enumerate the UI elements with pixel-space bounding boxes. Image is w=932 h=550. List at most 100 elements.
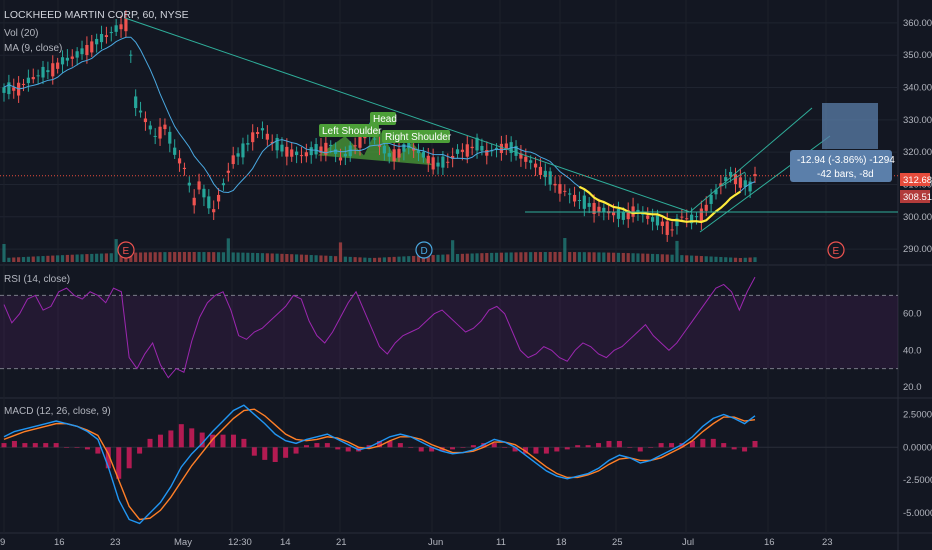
candle-body [104, 35, 109, 37]
volume-bar [582, 252, 586, 262]
candle-body [158, 126, 162, 139]
volume-bar [402, 256, 406, 262]
time-tick-label: May [174, 537, 192, 548]
volume-bar [382, 257, 386, 262]
volume-bar [519, 252, 523, 262]
macd-histogram-bar [418, 447, 424, 452]
volume-bar [533, 252, 538, 262]
candle-body [519, 153, 523, 159]
volume-bar [324, 255, 328, 262]
candle-body [353, 145, 357, 147]
volume-bar [748, 257, 752, 262]
candle-body [650, 217, 655, 222]
volume-bar [514, 252, 518, 262]
volume-bar [641, 253, 645, 262]
macd-histogram-bar [210, 434, 216, 448]
candle-body [709, 195, 713, 204]
volume-bar [319, 255, 323, 262]
volume-bar [719, 256, 723, 262]
candle-body [163, 124, 167, 130]
volume-bar [631, 253, 635, 262]
candle-body [753, 174, 757, 176]
candle-body [373, 138, 377, 140]
measure-tool[interactable] [822, 103, 878, 149]
volume-bar [299, 254, 304, 262]
volume-bar [416, 255, 421, 262]
candle-body [699, 208, 703, 222]
volume-bar [455, 254, 460, 262]
macd-histogram-bar [585, 445, 591, 448]
event-marker-text: E [833, 246, 840, 257]
volume-label: Vol (20) [4, 28, 38, 39]
candle-body [387, 153, 391, 157]
candle-body [743, 180, 747, 187]
volume-bar [597, 252, 601, 262]
volume-bar [99, 253, 104, 262]
macd-histogram-bar [11, 440, 17, 448]
volume-bar [80, 254, 84, 262]
volume-bar [607, 252, 611, 262]
trendlines[interactable] [0, 17, 898, 233]
candle-body [36, 75, 40, 77]
volume-bar [114, 239, 118, 262]
macd-histogram-bar [543, 447, 549, 454]
candle-body [90, 41, 94, 53]
macd-histogram-bar [126, 447, 132, 469]
rsi-pane: 20.0 40.0 60.0 [0, 276, 922, 393]
candle-body [231, 155, 235, 165]
candle-body [616, 208, 621, 219]
macd-histogram-bar [53, 443, 59, 448]
volume-bar [109, 253, 113, 262]
candle-body [216, 194, 221, 202]
candle-body [41, 66, 45, 78]
candle-body [148, 125, 152, 130]
volume-bar [7, 257, 11, 262]
volume-bar [670, 254, 674, 262]
volume-bar [460, 253, 465, 262]
volume-bar [543, 252, 547, 262]
macd-histogram-bar [491, 443, 497, 448]
candle-body [621, 211, 625, 220]
volume-bar [504, 252, 508, 262]
candle-body [168, 131, 172, 144]
macd-histogram-bar [168, 430, 174, 448]
macd-histogram-bar [335, 447, 341, 450]
macd-histogram-bar [64, 447, 70, 448]
candles [2, 10, 757, 242]
macd-histogram-bar [710, 438, 716, 448]
svg-text:308.51: 308.51 [903, 192, 932, 203]
macd-histogram-bar [450, 447, 456, 450]
volume-bar [12, 257, 16, 262]
macd-histogram-bar [189, 428, 195, 448]
macd-histogram-bar [137, 447, 143, 454]
svg-text:-12.94 (-3.86%) -1294: -12.94 (-3.86%) -1294 [797, 155, 895, 166]
volume-bar [694, 255, 699, 262]
candle-body [514, 145, 518, 156]
candle-body [46, 70, 50, 73]
volume-bar [690, 255, 694, 262]
time-tick-label: 25 [612, 537, 623, 548]
macd-histogram-bar [429, 447, 435, 452]
volume-bar [65, 254, 69, 262]
svg-text:Head: Head [373, 114, 397, 125]
volume-bar [329, 255, 333, 262]
candle-body [51, 63, 55, 77]
volume-bar [733, 257, 738, 262]
volume-bar [153, 252, 157, 262]
macd-histogram-bar [230, 434, 236, 448]
volume-bar [563, 238, 567, 262]
macd-histogram-bar [616, 440, 622, 448]
time-tick-label: 11 [496, 537, 506, 548]
candle-body [602, 207, 606, 212]
volume-bar [177, 252, 182, 262]
volume-bar [490, 252, 494, 262]
volume-bar [31, 256, 35, 262]
candle-body [129, 54, 133, 56]
candle-body [75, 51, 79, 58]
volume-bar [636, 253, 640, 262]
volume-bar [309, 255, 313, 262]
time-tick-label: 16 [54, 537, 65, 548]
volume-bar [314, 255, 318, 262]
